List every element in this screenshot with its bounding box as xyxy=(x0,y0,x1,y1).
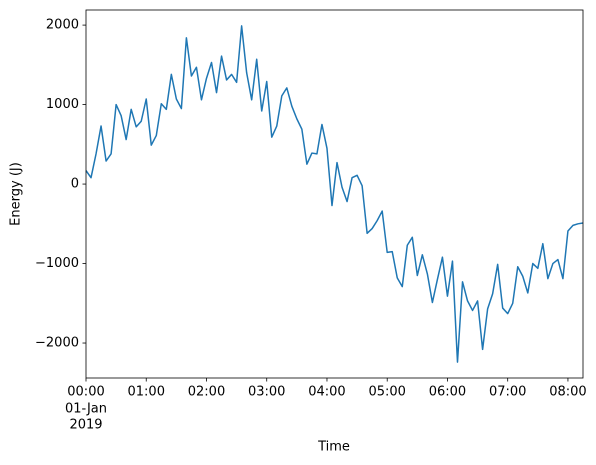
x-tick-sublabel: 2019 xyxy=(69,418,102,433)
y-axis-label: Energy (J) xyxy=(9,162,24,226)
y-tick-label: 2000 xyxy=(46,18,79,33)
data-line xyxy=(85,25,584,363)
x-tick-label: 07:00 xyxy=(489,385,526,400)
x-tick-label: 06:00 xyxy=(429,385,466,400)
x-tick-label: 00:00 xyxy=(67,385,104,400)
y-tick-label: −1000 xyxy=(35,256,79,271)
plot-frame xyxy=(85,9,584,379)
y-tick-label: 0 xyxy=(71,177,79,192)
x-tick-label: 02:00 xyxy=(188,385,225,400)
y-tick-label: 1000 xyxy=(46,97,79,112)
x-tick-label: 08:00 xyxy=(549,385,586,400)
y-tick-label: −2000 xyxy=(35,336,79,351)
x-tick-sublabel: 01-Jan xyxy=(65,402,107,417)
x-axis-label: Time xyxy=(317,440,350,455)
x-tick-label: 03:00 xyxy=(248,385,285,400)
x-tick-label: 04:00 xyxy=(308,385,345,400)
x-tick-label: 01:00 xyxy=(128,385,165,400)
x-tick-label: 05:00 xyxy=(368,385,405,400)
